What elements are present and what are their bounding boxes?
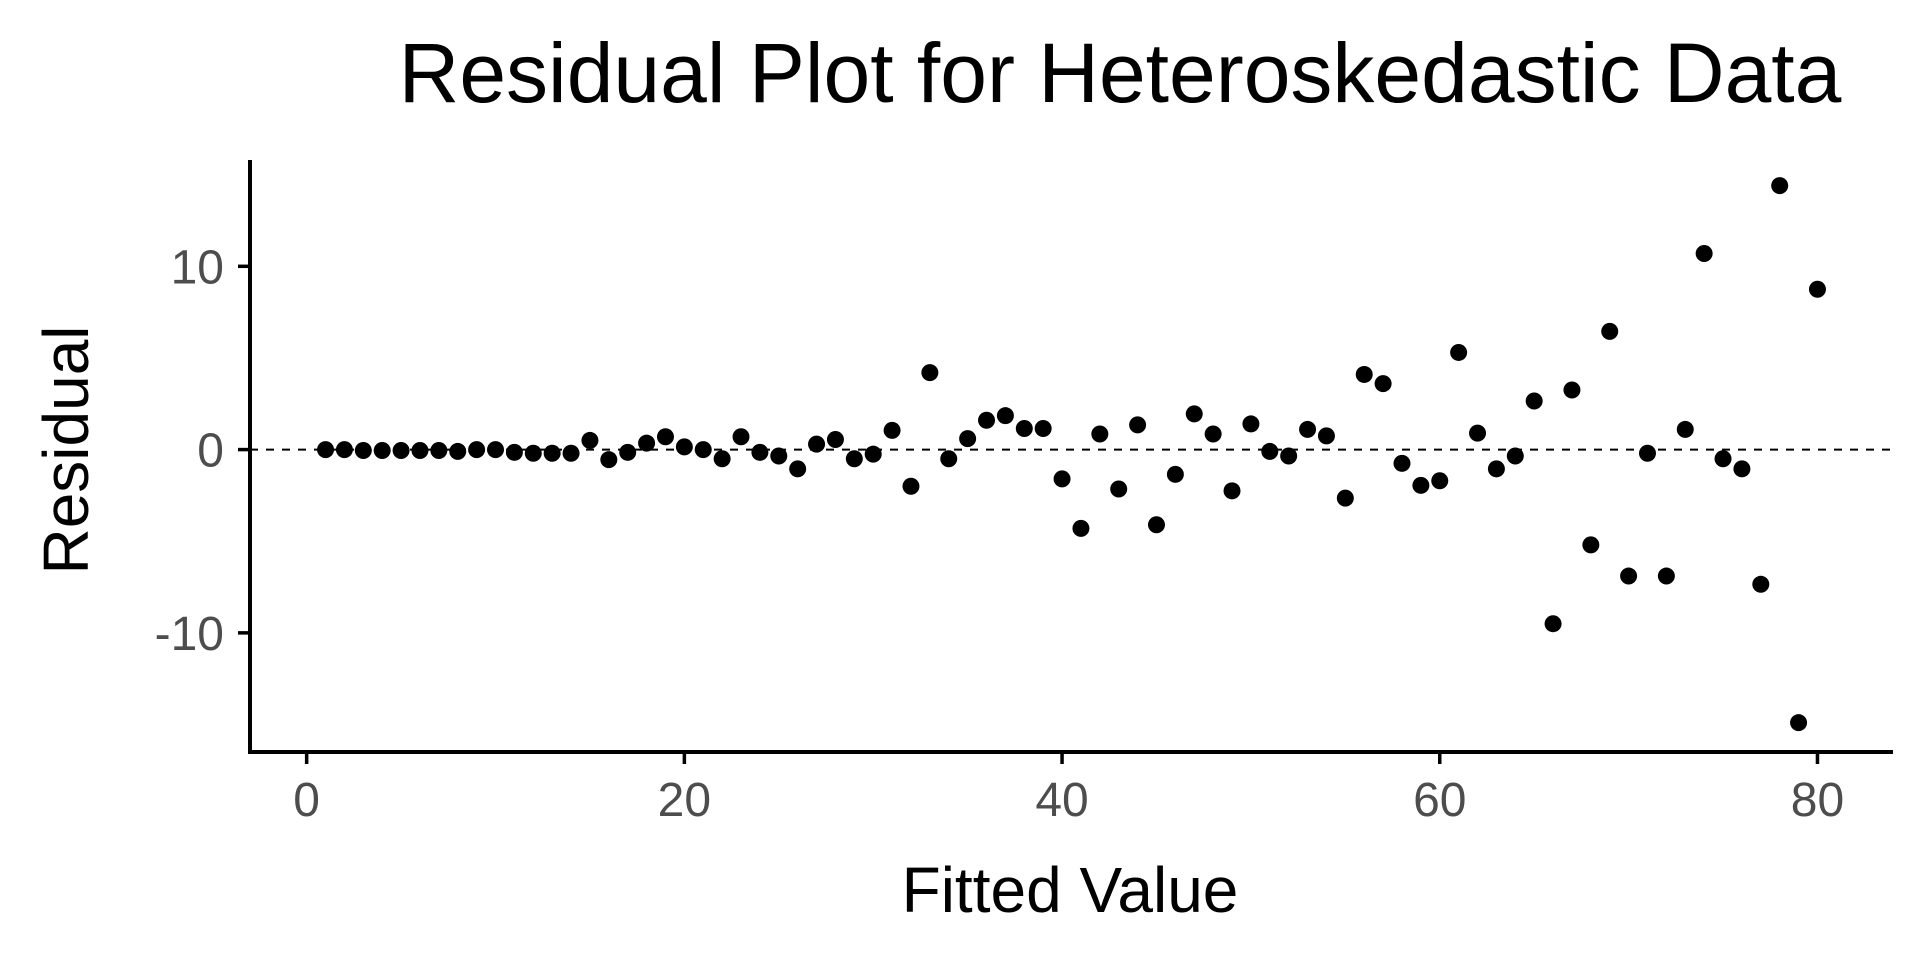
data-point (1204, 425, 1222, 443)
data-point (656, 428, 674, 446)
x-tick-label: 40 (1035, 774, 1088, 827)
data-point (1355, 365, 1373, 383)
data-point (505, 443, 523, 461)
data-point (1676, 420, 1694, 438)
data-point (1582, 536, 1600, 554)
data-point (864, 445, 882, 463)
data-point (1091, 425, 1109, 443)
data-point (826, 431, 844, 448)
data-point (1733, 460, 1751, 478)
data-point (1620, 567, 1638, 585)
x-tick-label: 80 (1791, 774, 1844, 827)
data-point (996, 407, 1014, 425)
data-point (524, 444, 542, 462)
data-point (392, 442, 410, 459)
data-point (1242, 415, 1260, 433)
data-point (675, 438, 693, 456)
data-point (1072, 519, 1090, 537)
data-point (487, 441, 505, 459)
axes-layer: 0 20 40 60 80 -10 0 10 (155, 160, 1893, 827)
data-point (1487, 460, 1505, 478)
data-point (1525, 392, 1543, 410)
y-tick-label: -10 (155, 608, 224, 661)
data-point (1771, 177, 1789, 195)
data-point (1790, 714, 1808, 732)
data-point (373, 442, 391, 459)
data-point (1601, 322, 1619, 340)
data-point (411, 442, 429, 459)
data-point (1544, 615, 1562, 633)
data-point (1714, 450, 1732, 468)
x-axis-title: Fitted Value (902, 854, 1239, 926)
data-point (1015, 420, 1033, 438)
data-point (1374, 375, 1392, 393)
data-point (468, 441, 486, 459)
x-tick-label: 20 (658, 774, 711, 827)
data-point (619, 443, 637, 461)
data-point (1147, 516, 1165, 534)
data-point (732, 428, 750, 446)
data-point (808, 435, 826, 453)
data-point (1185, 405, 1203, 423)
data-point (449, 442, 467, 460)
data-point (845, 450, 863, 468)
y-tick-label: 0 (197, 425, 224, 478)
points-layer (317, 177, 1826, 732)
data-point (959, 430, 977, 448)
data-point (1450, 343, 1468, 361)
data-point (978, 411, 996, 429)
data-point (694, 441, 712, 459)
data-point (1034, 420, 1052, 438)
data-point (902, 477, 920, 495)
data-point (1317, 427, 1335, 445)
data-point (1223, 482, 1241, 500)
data-point (1412, 476, 1430, 494)
x-tick-label: 0 (293, 774, 320, 827)
data-point (1752, 575, 1770, 593)
data-point (430, 442, 448, 459)
data-point (1393, 454, 1411, 472)
data-point (581, 431, 599, 449)
data-point (1129, 416, 1147, 434)
data-point (1657, 567, 1675, 585)
data-point (921, 364, 939, 382)
data-point (354, 442, 372, 459)
data-point (1053, 470, 1071, 488)
data-point (1299, 420, 1317, 438)
data-point (789, 460, 807, 478)
x-tick-label: 60 (1413, 774, 1466, 827)
data-point (1695, 244, 1713, 262)
data-point (1431, 472, 1449, 490)
data-point (1261, 442, 1279, 460)
data-point (335, 441, 353, 459)
data-point (751, 443, 769, 461)
data-point (883, 421, 901, 439)
data-point (1808, 280, 1826, 298)
data-point (1469, 424, 1487, 442)
y-tick-label: 10 (171, 241, 224, 294)
data-point (1336, 489, 1354, 507)
y-axis-title: Residual (30, 325, 102, 574)
data-point (713, 450, 731, 468)
data-point (1166, 465, 1184, 483)
chart-title: Residual Plot for Heteroskedastic Data (399, 26, 1842, 120)
data-point (770, 447, 788, 465)
data-point (317, 441, 335, 459)
data-point (940, 450, 958, 468)
data-point (1110, 480, 1128, 498)
data-point (543, 444, 561, 462)
data-point (600, 451, 618, 469)
data-point (638, 434, 656, 452)
data-point (1563, 381, 1581, 399)
data-point (1638, 444, 1656, 462)
data-point (1280, 447, 1298, 465)
data-point (562, 444, 580, 462)
data-point (1506, 447, 1524, 465)
